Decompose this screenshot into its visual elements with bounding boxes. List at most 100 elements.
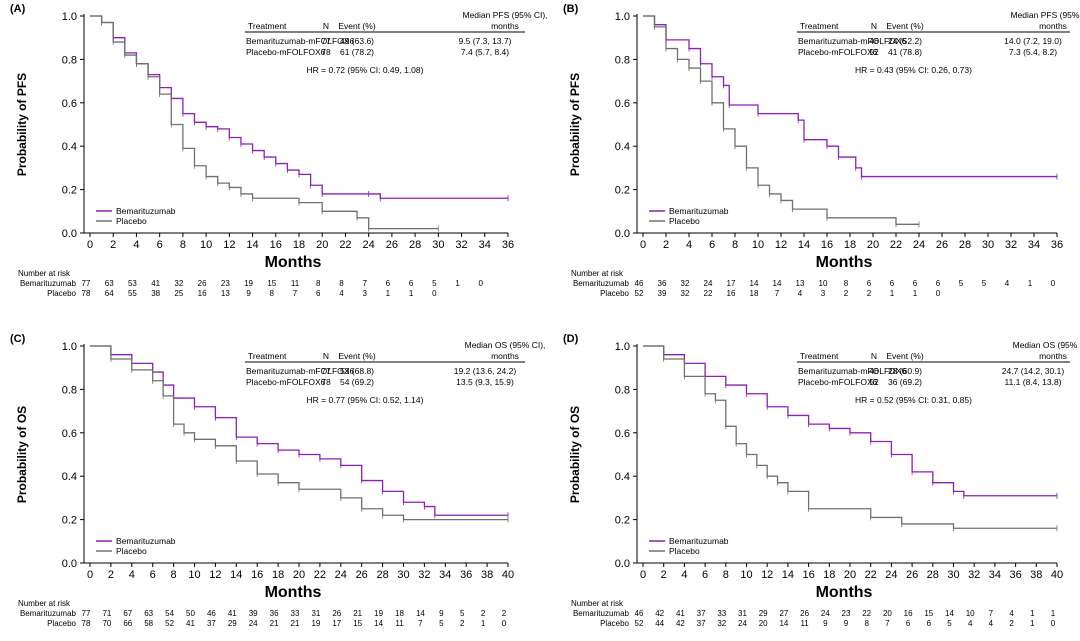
table-header-median: Median OS (95% CI),	[1013, 340, 1080, 350]
risk-value: 3	[821, 289, 826, 298]
risk-value: 8	[316, 279, 321, 288]
risk-value: 31	[738, 609, 747, 618]
x-tick-label: 22	[314, 569, 326, 581]
table-cell-median: 14.0 (7.2, 19.0)	[1004, 36, 1062, 46]
risk-value: 6	[906, 619, 911, 628]
x-tick-label: 28	[927, 569, 939, 581]
risk-value: 1	[409, 289, 414, 298]
table-cell-event: 24 (52.2)	[888, 36, 922, 46]
legend-entry: Bemarituzumab	[669, 206, 729, 216]
risk-row-label: Placebo	[47, 619, 76, 628]
risk-value: 1	[890, 289, 895, 298]
risk-value: 20	[883, 609, 892, 618]
risk-value: 33	[291, 609, 300, 618]
risk-value: 78	[82, 289, 91, 298]
risk-value: 19	[374, 609, 383, 618]
risk-table-title: Number at risk	[571, 599, 624, 608]
panel-label: (A)	[10, 3, 26, 15]
risk-row-label: Placebo	[47, 289, 76, 298]
x-tick-label: 8	[180, 239, 186, 251]
risk-value: 1	[1030, 619, 1035, 628]
x-tick-label: 16	[251, 569, 263, 581]
table-header-months: months	[1039, 351, 1067, 361]
risk-value: 6	[927, 619, 932, 628]
x-tick-label: 18	[293, 239, 305, 251]
risk-value: 38	[151, 289, 160, 298]
risk-value: 21	[291, 619, 300, 628]
x-tick-label: 30	[982, 239, 994, 251]
risk-value: 33	[717, 609, 726, 618]
risk-value: 71	[102, 609, 111, 618]
x-tick-label: 40	[1051, 569, 1063, 581]
x-tick-label: 20	[293, 569, 305, 581]
y-tick-label: 0.6	[615, 98, 630, 110]
table-header-median: Median OS (95% CI),	[465, 340, 546, 350]
km-curve-placebo	[90, 345, 508, 521]
risk-value: 1	[386, 289, 391, 298]
y-tick-label: 0.2	[615, 185, 630, 197]
risk-value: 5	[432, 279, 437, 288]
risk-value: 63	[105, 279, 114, 288]
x-tick-label: 34	[1028, 239, 1040, 251]
table-cell-treatment: Bemarituzumab-mFOLFOX6	[246, 366, 354, 376]
table-header-median: Median PFS (95% CI),	[1010, 10, 1080, 20]
risk-row-label: Bemarituzumab	[20, 279, 77, 288]
risk-value: 70	[102, 619, 111, 628]
risk-value: 14	[416, 609, 425, 618]
risk-value: 4	[989, 619, 994, 628]
legend-entry: Bemarituzumab	[116, 206, 176, 216]
x-tick-label: 28	[376, 569, 388, 581]
x-tick-label: 8	[732, 239, 738, 251]
x-tick-label: 2	[663, 239, 669, 251]
x-tick-label: 16	[802, 569, 814, 581]
risk-value: 44	[655, 619, 664, 628]
risk-value: 4	[1009, 609, 1014, 618]
x-tick-label: 20	[867, 239, 879, 251]
risk-value: 37	[207, 619, 216, 628]
risk-value: 18	[750, 289, 759, 298]
risk-value: 2	[502, 609, 507, 618]
x-tick-label: 40	[502, 569, 514, 581]
risk-value: 17	[332, 619, 341, 628]
x-tick-label: 0	[640, 569, 646, 581]
risk-value: 4	[968, 619, 973, 628]
risk-value: 6	[890, 279, 895, 288]
legend-entry: Placebo	[669, 546, 700, 556]
table-cell-n: 78	[321, 377, 331, 387]
risk-value: 19	[311, 619, 320, 628]
table-cell-median: 7.3 (5.4, 8.2)	[1009, 47, 1057, 57]
risk-value: 41	[676, 609, 685, 618]
risk-value: 24	[249, 619, 258, 628]
table-cell-n: 78	[321, 47, 331, 57]
panel-3: (C)0.00.20.40.60.81.00 2 4 6 8 10 12 14 16 18 20 22…	[10, 333, 545, 628]
risk-value: 18	[395, 609, 404, 618]
y-tick-label: 0.6	[615, 428, 630, 440]
risk-row-label: Placebo	[600, 619, 629, 628]
risk-value: 37	[697, 619, 706, 628]
risk-value: 52	[635, 289, 644, 298]
table-cell-median: 13.5 (9.3, 15.9)	[456, 377, 514, 387]
table-header-treatment: Treatment	[248, 21, 287, 31]
risk-value: 1	[1028, 279, 1033, 288]
x-tick-label: 12	[775, 239, 787, 251]
y-tick-label: 1.0	[62, 11, 77, 23]
y-axis-label: Probability of OS	[15, 406, 29, 503]
x-tick-label: 26	[906, 569, 918, 581]
x-tick-label: 36	[502, 239, 514, 251]
x-tick-label: 22	[865, 569, 877, 581]
risk-value: 1	[455, 279, 460, 288]
x-tick-label: 26	[386, 239, 398, 251]
x-tick-label: 14	[230, 569, 242, 581]
risk-value: 15	[353, 619, 362, 628]
x-tick-label: 2	[661, 569, 667, 581]
risk-value: 36	[658, 279, 667, 288]
risk-value: 41	[186, 619, 195, 628]
x-tick-label: 10	[740, 569, 752, 581]
y-tick-label: 0.4	[615, 141, 630, 153]
risk-value: 5	[947, 619, 952, 628]
risk-value: 42	[676, 619, 685, 628]
risk-value: 24	[704, 279, 713, 288]
risk-value: 8	[864, 619, 869, 628]
x-axis-label: Months	[816, 584, 873, 601]
x-tick-label: 34	[479, 239, 491, 251]
